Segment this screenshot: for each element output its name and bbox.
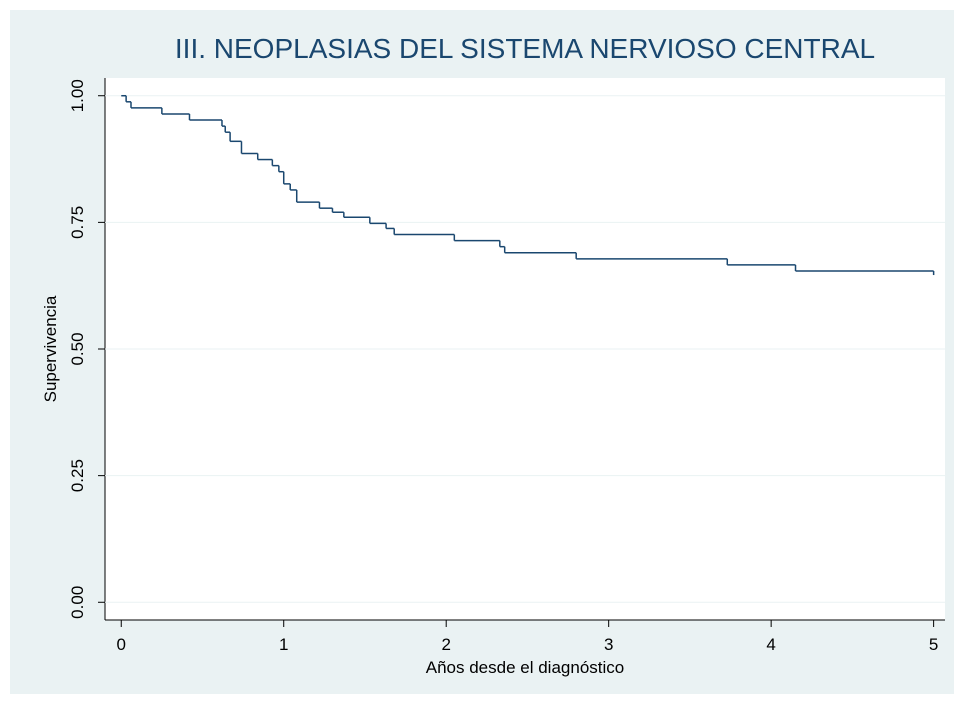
x-axis-label: Años desde el diagnóstico <box>426 658 624 677</box>
y-tick-label: 1.00 <box>68 79 87 112</box>
y-axis-label: Supervivencia <box>41 295 60 402</box>
y-tick-label: 0.50 <box>68 332 87 365</box>
x-tick-label: 2 <box>441 635 450 654</box>
x-tick-label: 1 <box>279 635 288 654</box>
y-tick-label: 0.75 <box>68 206 87 239</box>
y-tick-label: 0.25 <box>68 459 87 492</box>
x-tick-label: 3 <box>604 635 613 654</box>
x-tick-label: 0 <box>117 635 126 654</box>
x-tick-label: 5 <box>929 635 938 654</box>
x-tick-label: 4 <box>766 635 775 654</box>
y-tick-label: 0.00 <box>68 586 87 619</box>
chart-title: III. NEOPLASIAS DEL SISTEMA NERVIOSO CEN… <box>175 33 875 64</box>
